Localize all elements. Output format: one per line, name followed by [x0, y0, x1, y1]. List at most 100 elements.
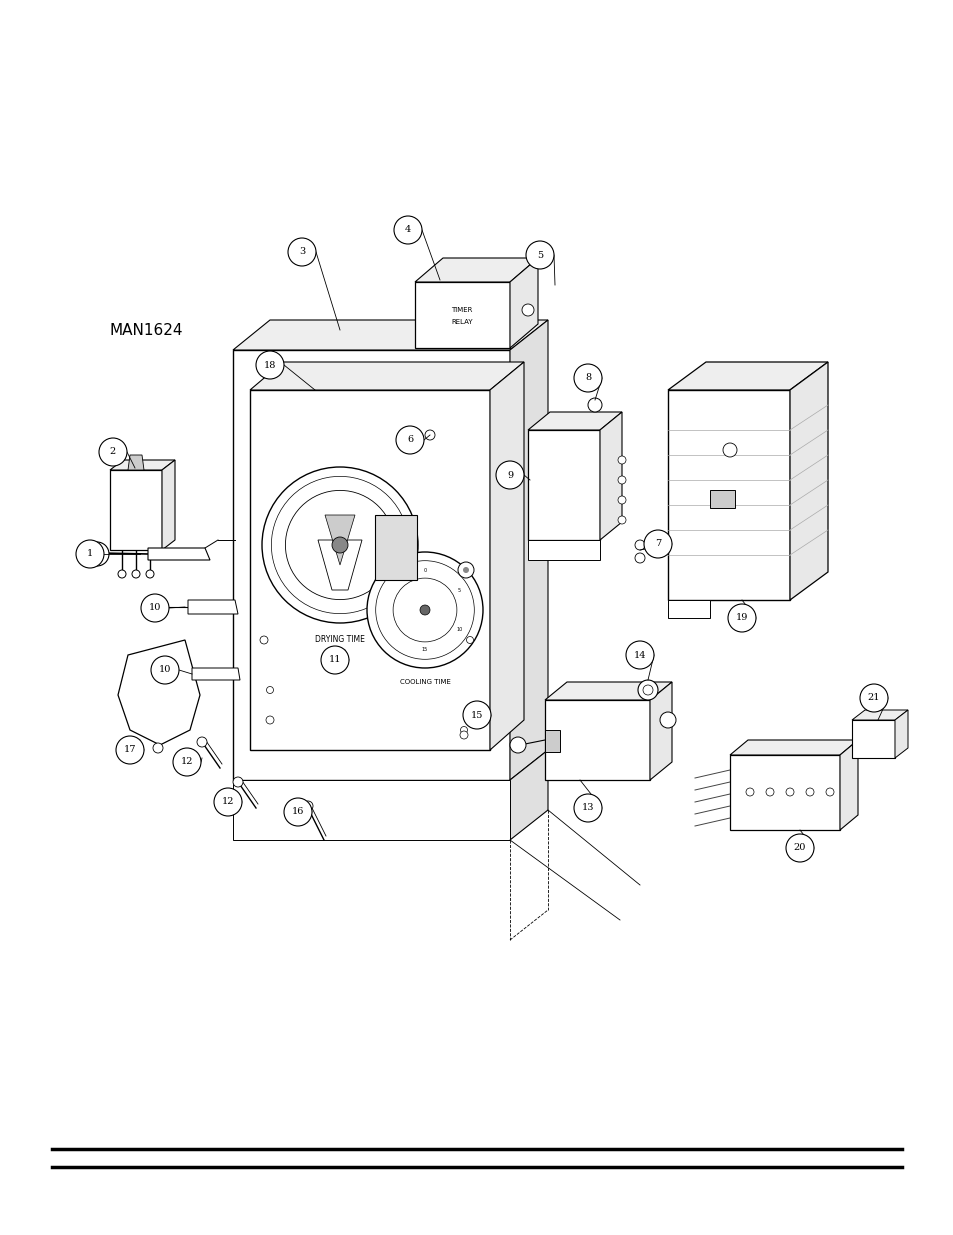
Circle shape [642, 685, 652, 695]
Polygon shape [233, 781, 510, 840]
Circle shape [332, 537, 348, 553]
Circle shape [618, 516, 625, 524]
Text: 3: 3 [298, 247, 305, 257]
Text: 16: 16 [292, 808, 304, 816]
Circle shape [320, 646, 349, 674]
Text: 10: 10 [456, 627, 462, 632]
Polygon shape [162, 459, 174, 550]
Text: MAN1624: MAN1624 [110, 324, 183, 338]
Circle shape [141, 594, 169, 622]
Circle shape [152, 601, 163, 613]
Circle shape [172, 748, 201, 776]
Circle shape [375, 561, 474, 659]
Circle shape [859, 684, 887, 713]
Text: 10: 10 [158, 666, 171, 674]
Polygon shape [840, 740, 857, 830]
Text: 20: 20 [793, 844, 805, 852]
Circle shape [727, 604, 755, 632]
Circle shape [151, 656, 179, 684]
Polygon shape [325, 515, 355, 564]
Text: 9: 9 [506, 471, 513, 479]
Polygon shape [510, 750, 547, 840]
Polygon shape [510, 258, 537, 348]
Polygon shape [851, 710, 907, 720]
Text: 11: 11 [329, 656, 341, 664]
Text: 15: 15 [471, 710, 482, 720]
Circle shape [785, 834, 813, 862]
Polygon shape [851, 720, 894, 758]
Circle shape [395, 426, 423, 454]
Polygon shape [192, 668, 240, 680]
Text: 12: 12 [221, 798, 234, 806]
Circle shape [635, 553, 644, 563]
Polygon shape [667, 362, 827, 390]
Circle shape [262, 467, 417, 622]
Circle shape [496, 461, 523, 489]
Text: 10: 10 [149, 604, 161, 613]
Text: 19: 19 [735, 614, 747, 622]
Polygon shape [544, 682, 671, 700]
Circle shape [260, 636, 268, 643]
Circle shape [462, 701, 491, 729]
Circle shape [394, 216, 421, 245]
Polygon shape [128, 454, 144, 471]
Circle shape [266, 687, 274, 694]
Circle shape [785, 788, 793, 797]
Circle shape [587, 398, 601, 412]
Text: 8: 8 [584, 373, 591, 383]
Polygon shape [789, 362, 827, 600]
Polygon shape [118, 640, 200, 745]
Circle shape [85, 542, 109, 566]
Text: 5: 5 [457, 588, 460, 593]
Circle shape [574, 364, 601, 391]
Text: 21: 21 [867, 694, 880, 703]
Circle shape [635, 540, 644, 550]
Text: 18: 18 [264, 361, 276, 369]
Polygon shape [527, 430, 599, 540]
Polygon shape [729, 755, 840, 830]
Circle shape [266, 716, 274, 724]
Circle shape [521, 304, 534, 316]
Text: 2: 2 [110, 447, 116, 457]
Text: 14: 14 [633, 651, 645, 659]
Circle shape [805, 788, 813, 797]
Circle shape [367, 552, 482, 668]
Polygon shape [599, 412, 621, 540]
Text: 0: 0 [423, 568, 426, 573]
Text: 4: 4 [404, 226, 411, 235]
Circle shape [285, 490, 395, 600]
Circle shape [91, 548, 103, 559]
Circle shape [118, 571, 126, 578]
Polygon shape [729, 740, 857, 755]
Text: COOLING TIME: COOLING TIME [399, 679, 450, 685]
Circle shape [460, 726, 467, 734]
Text: DRYING TIME: DRYING TIME [314, 635, 365, 643]
Circle shape [99, 438, 127, 466]
Circle shape [625, 641, 654, 669]
Circle shape [419, 605, 430, 615]
Polygon shape [544, 730, 559, 752]
Circle shape [638, 680, 658, 700]
Text: TIMER: TIMER [451, 308, 472, 312]
Circle shape [745, 788, 753, 797]
Circle shape [146, 571, 153, 578]
Polygon shape [250, 362, 523, 390]
Polygon shape [188, 600, 237, 614]
Polygon shape [649, 682, 671, 781]
Text: 5: 5 [537, 251, 542, 259]
Circle shape [116, 736, 144, 764]
Polygon shape [527, 412, 621, 430]
Polygon shape [415, 282, 510, 348]
Circle shape [132, 571, 140, 578]
Circle shape [466, 636, 473, 643]
Polygon shape [490, 362, 523, 750]
Circle shape [574, 794, 601, 823]
Circle shape [618, 456, 625, 464]
Polygon shape [110, 471, 162, 550]
Polygon shape [544, 700, 649, 781]
Polygon shape [527, 540, 599, 559]
Text: 1: 1 [87, 550, 93, 558]
Circle shape [393, 578, 456, 642]
Polygon shape [233, 350, 510, 781]
Circle shape [643, 530, 671, 558]
